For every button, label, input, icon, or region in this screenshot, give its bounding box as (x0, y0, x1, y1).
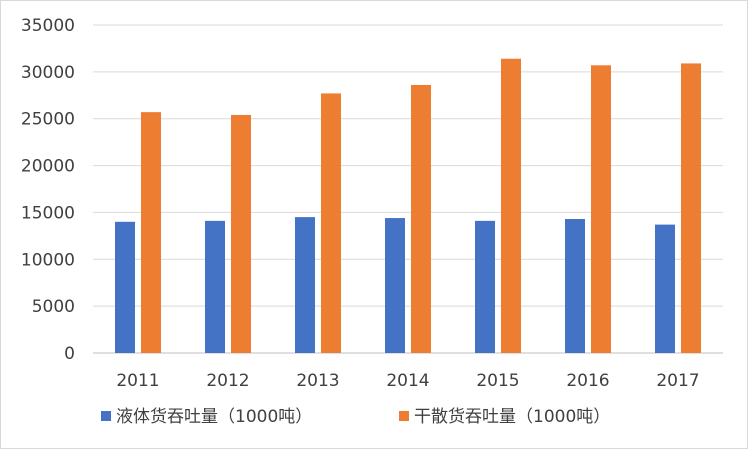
x-tick-label: 2015 (476, 371, 519, 391)
liquid-cargo-bar-2016 (565, 218, 585, 353)
y-tick-label: 25000 (21, 110, 75, 130)
y-tick-label: 20000 (21, 157, 75, 177)
liquid-cargo-bar-2011 (115, 221, 135, 353)
legend: 液体货吞吐量（1000吨） 干散货吞吐量（1000吨） (101, 407, 610, 427)
dry-bulk-bar-2015 (501, 58, 521, 353)
legend-label: 干散货吞吐量（1000吨） (414, 407, 610, 427)
x-tick-label: 2017 (656, 371, 699, 391)
bars (115, 58, 701, 354)
y-tick-label: 0 (64, 344, 75, 364)
liquid-cargo-bar-2012 (205, 220, 225, 353)
legend-swatch (101, 411, 111, 421)
x-tick-label: 2013 (296, 371, 339, 391)
dry-bulk-bar-2016 (591, 65, 611, 353)
y-tick-label: 30000 (21, 63, 75, 83)
y-tick-label: 35000 (21, 16, 75, 36)
y-tick-label: 10000 (21, 250, 75, 270)
dry-bulk-bar-2014 (411, 84, 431, 353)
x-tick-label: 2011 (116, 371, 159, 391)
dry-bulk-bar-2013 (321, 93, 341, 353)
y-tick-label: 15000 (21, 203, 75, 223)
x-tick-label: 2016 (566, 371, 609, 391)
dry-bulk-bar-2017 (681, 63, 701, 354)
dry-bulk-bar-2012 (231, 114, 251, 353)
liquid-cargo-bar-2017 (655, 224, 675, 353)
y-axis-tick-labels: 0 5000 10000 15000 20000 25000 30000 35000 (21, 16, 75, 364)
x-tick-label: 2014 (386, 371, 429, 391)
legend-label: 液体货吞吐量（1000吨） (116, 407, 312, 427)
x-tick-label: 2012 (206, 371, 249, 391)
liquid-cargo-bar-2015 (475, 220, 495, 353)
legend-swatch (399, 411, 409, 421)
x-axis-tick-labels: 2011 2012 2013 2014 2015 2016 2017 (116, 371, 699, 391)
liquid-cargo-bar-2013 (295, 217, 315, 353)
dry-bulk-bar-2011 (141, 112, 161, 353)
liquid-cargo-bar-2014 (385, 218, 405, 353)
gridlines (93, 24, 723, 354)
y-tick-label: 5000 (32, 297, 75, 317)
